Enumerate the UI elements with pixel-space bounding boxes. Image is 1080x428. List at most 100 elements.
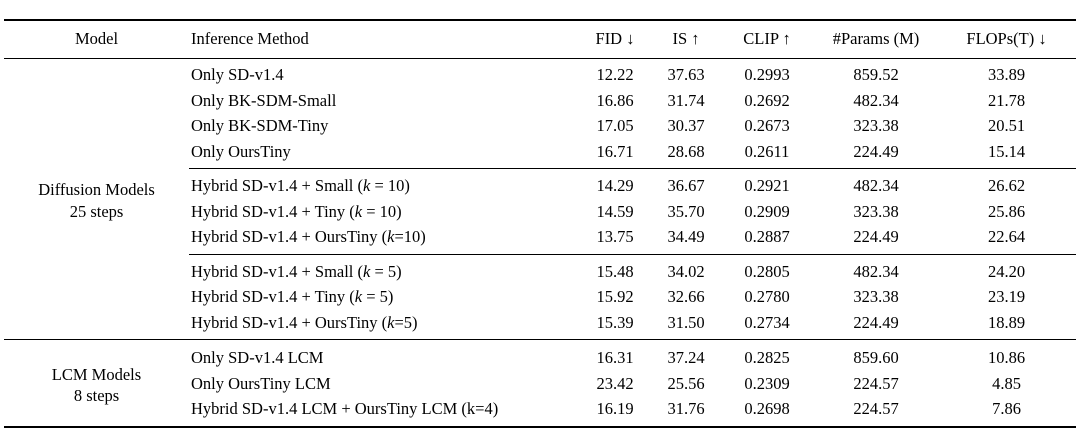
value-params-cell: 224.49 [853, 141, 899, 161]
value-params-cell: 482.34 [815, 168, 937, 199]
value-clip-cell: 0.2921 [719, 168, 815, 199]
inference-method-text: = 5) [362, 287, 394, 306]
value-fid-cell: 14.59 [596, 201, 634, 221]
model-group-label: Diffusion Models 25 steps [4, 59, 189, 340]
value-flops-cell: 15.14 [987, 141, 1026, 161]
column-header-clip: CLIP ↑ [719, 20, 815, 59]
results-table: Model Inference Method FID ↓ IS ↑ CLIP ↑ #Par… [4, 19, 1076, 428]
table-row: Hybrid SD-v1.4 LCM + OursTiny LCM (k=4) 1… [4, 396, 1076, 427]
value-clip-cell: 0.2698 [744, 399, 790, 418]
value-flops-cell: 18.89 [987, 312, 1026, 332]
column-header-params: #Params (M) [815, 20, 937, 59]
value-flops-cell: 20.51 [987, 116, 1026, 135]
inference-method-cell: Only BK-SDM-Small [189, 88, 577, 114]
value-is-cell: 28.68 [667, 141, 705, 161]
value-clip-cell: 0.2825 [719, 339, 815, 371]
inference-method-text: Hybrid SD-v1.4 + OursTiny ( [191, 227, 388, 246]
inference-method-text: Only BK-SDM-Tiny [191, 116, 329, 135]
value-is-cell: 31.50 [667, 312, 705, 332]
inference-method-text: = 10) [370, 176, 410, 195]
table-row: Hybrid SD-v1.4 + Tiny (k = 10) 14.59 35.70… [4, 199, 1076, 225]
inference-method-text: = 5) [370, 261, 402, 281]
table-row: Only BK-SDM-Tiny 17.05 30.37 0.2673 323.38 20… [4, 113, 1076, 139]
value-fid-cell: 16.19 [596, 399, 634, 418]
value-flops-cell: 10.86 [937, 339, 1076, 371]
column-header-inference-method: Inference Method [189, 20, 577, 59]
inference-method-text: k [387, 312, 395, 332]
value-is-cell: 31.74 [667, 90, 705, 110]
table-row: Only OursTiny LCM 23.42 25.56 0.2309 224.57 4… [4, 371, 1076, 397]
inference-method-text: Hybrid SD-v1.4 + Tiny ( [191, 287, 355, 306]
value-clip-cell: 0.2909 [744, 201, 790, 221]
inference-method-cell: Hybrid SD-v1.4 + Small (k = 10) [189, 168, 577, 199]
value-is-cell: 36.67 [653, 168, 719, 199]
model-group-label-line: LCM Models [51, 364, 142, 384]
value-clip-cell: 0.2692 [744, 90, 790, 110]
table-row: Hybrid SD-v1.4 + OursTiny (k=10) 13.75 34.… [4, 224, 1076, 254]
inference-method-text: Hybrid SD-v1.4 LCM + OursTiny LCM (k=4) [191, 399, 499, 418]
value-fid-cell: 16.71 [596, 141, 634, 161]
table-row: Hybrid SD-v1.4 + Small (k = 5) 15.48 34.02… [4, 253, 1076, 284]
inference-method-cell: Hybrid SD-v1.4 + Small (k = 5) [189, 253, 577, 284]
row-group-1: LCM Models 8 steps Only SD-v1.4 LCM 16.31 37… [4, 339, 1076, 427]
value-params-cell: 323.38 [853, 287, 899, 306]
value-clip-cell: 0.2805 [719, 253, 815, 284]
value-fid-cell: 12.22 [596, 65, 634, 84]
value-fid-cell: 17.05 [596, 116, 634, 135]
value-params-cell: 224.57 [853, 399, 899, 418]
value-is-cell: 37.63 [667, 65, 705, 84]
value-params-cell: 323.38 [853, 201, 899, 221]
value-flops-cell: 4.85 [992, 373, 1021, 393]
value-params-cell: 224.49 [853, 312, 899, 332]
table-row: Hybrid SD-v1.4 + Tiny (k = 5) 15.92 32.66 0… [4, 284, 1076, 310]
value-fid-cell: 23.42 [596, 373, 634, 393]
value-clip-cell: 0.2734 [744, 312, 790, 332]
column-header-is: IS ↑ [653, 20, 719, 59]
model-group-label-line: 25 steps [69, 201, 124, 221]
value-flops-cell: 21.78 [987, 90, 1026, 110]
value-is-cell: 25.56 [667, 373, 705, 393]
value-params-cell: 859.60 [815, 339, 937, 371]
inference-method-text: Hybrid SD-v1.4 + Tiny ( [191, 201, 355, 221]
inference-method-cell: Hybrid SD-v1.4 + OursTiny (k=10) [189, 224, 577, 254]
value-clip-cell: 0.2780 [744, 287, 790, 306]
table-row: Only BK-SDM-Small 16.86 31.74 0.2692 482.34 2… [4, 88, 1076, 114]
value-fid-cell: 16.86 [596, 90, 634, 110]
inference-method-text: Hybrid SD-v1.4 + OursTiny ( [191, 312, 388, 332]
value-is-cell: 37.24 [653, 339, 719, 371]
inference-method-text: k [363, 261, 371, 281]
table-row: Hybrid SD-v1.4 + Small (k = 10) 14.29 36.6… [4, 168, 1076, 199]
value-is-cell: 34.49 [667, 227, 705, 246]
value-flops-cell: 26.62 [937, 168, 1076, 199]
value-flops-cell: 24.20 [937, 253, 1076, 284]
value-flops-cell: 7.86 [992, 399, 1021, 418]
value-fid-cell: 13.75 [596, 227, 634, 246]
value-is-cell: 34.02 [653, 253, 719, 284]
value-is-cell: 31.76 [667, 399, 705, 418]
inference-method-cell: Hybrid SD-v1.4 + Tiny (k = 5) [189, 284, 577, 310]
inference-method-cell: Hybrid SD-v1.4 LCM + OursTiny LCM (k=4) [189, 396, 577, 427]
value-params-cell: 482.34 [853, 90, 899, 110]
value-clip-cell: 0.2309 [744, 373, 790, 393]
value-is-cell: 30.37 [667, 116, 705, 135]
inference-method-cell: Hybrid SD-v1.4 + OursTiny (k=5) [189, 310, 577, 340]
value-params-cell: 224.57 [853, 373, 899, 393]
value-fid-cell: 14.29 [577, 168, 653, 199]
inference-method-text: Only BK-SDM-Small [191, 90, 337, 110]
row-group-0: Diffusion Models 25 steps Only SD-v1.4 12.2… [4, 59, 1076, 340]
inference-method-text: k [354, 201, 363, 221]
inference-method-text: = 10) [362, 201, 402, 221]
header-row: Model Inference Method FID ↓ IS ↑ CLIP ↑ #Par… [4, 20, 1076, 59]
value-clip-cell: 0.2673 [744, 116, 790, 135]
column-header-fid: FID ↓ [577, 20, 653, 59]
inference-method-text: Only SD-v1.4 [191, 65, 284, 84]
value-params-cell: 859.52 [853, 65, 899, 84]
value-fid-cell: 16.31 [577, 339, 653, 371]
inference-method-text: k [363, 176, 371, 195]
table-row: Diffusion Models 25 steps Only SD-v1.4 12.2… [4, 59, 1076, 221]
value-is-cell: 35.70 [667, 201, 705, 221]
model-group-label-line: Diffusion Models [38, 180, 155, 199]
inference-method-cell: Only SD-v1.4 [189, 59, 577, 88]
inference-method-text: Only SD-v1.4 LCM [191, 348, 324, 367]
value-flops-cell: 23.19 [987, 287, 1026, 306]
